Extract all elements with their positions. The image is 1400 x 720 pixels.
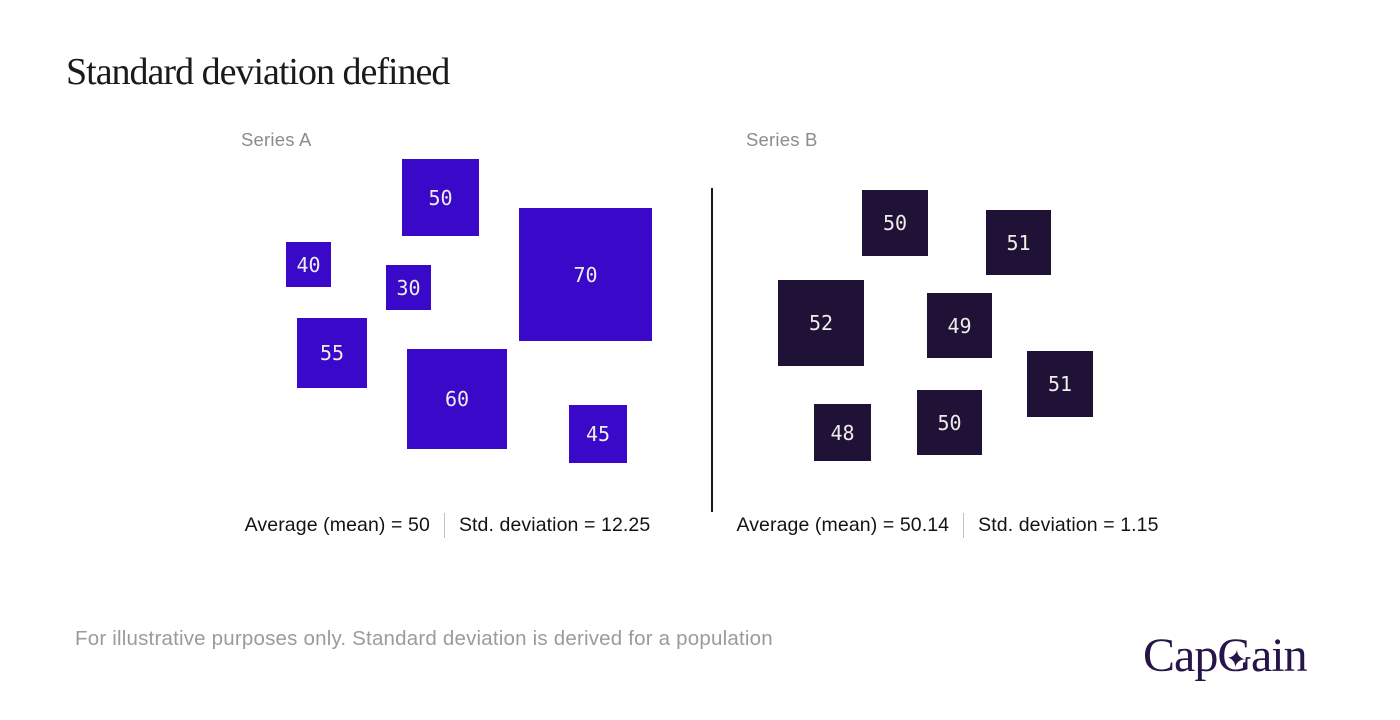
square-value: 48: [830, 420, 855, 445]
data-square-series-a: 50: [402, 159, 479, 236]
data-square-series-b: 51: [1027, 351, 1093, 417]
page-title: Standard deviation defined: [66, 51, 450, 93]
square-value: 55: [319, 341, 345, 365]
series-b-stats: Average (mean) = 50.14 Std. deviation = …: [700, 510, 1195, 540]
square-value: 52: [808, 311, 834, 335]
square-value: 70: [573, 262, 598, 287]
logo-g-char: G: [1217, 629, 1252, 682]
data-square-series-a: 30: [386, 265, 431, 310]
square-value: 50: [428, 185, 453, 210]
stats-divider: [443, 512, 445, 538]
square-value: 49: [947, 313, 972, 338]
series-a-label: Series A: [241, 129, 312, 150]
series-b-mean: Average (mean) = 50.14: [736, 514, 950, 536]
square-value: 50: [882, 211, 908, 235]
data-square-series-b: 50: [917, 390, 982, 455]
data-square-series-b: 52: [778, 280, 864, 366]
series-a-mean: Average (mean) = 50: [244, 514, 430, 536]
series-b-std: Std. deviation = 1.15: [978, 514, 1159, 536]
data-square-series-a: 60: [407, 349, 507, 449]
logo-g: G ✦ ✦: [1217, 629, 1252, 683]
square-value: 51: [1047, 372, 1073, 396]
square-value: 60: [444, 387, 470, 411]
square-value: 40: [296, 252, 321, 277]
data-square-series-b: 49: [927, 293, 992, 358]
square-value: 45: [585, 422, 611, 446]
series-a-stats: Average (mean) = 50 Std. deviation = 12.…: [205, 510, 690, 540]
data-square-series-a: 40: [286, 242, 331, 287]
square-value: 30: [396, 275, 421, 300]
data-square-series-a: 70: [519, 208, 652, 341]
square-value: 50: [937, 410, 962, 435]
square-value: 51: [1006, 230, 1031, 255]
data-square-series-a: 55: [297, 318, 367, 388]
data-square-series-b: 50: [862, 190, 928, 256]
series-b-label: Series B: [746, 129, 818, 150]
data-square-series-b: 48: [814, 404, 871, 461]
logo-text-post: ain: [1251, 629, 1308, 682]
series-a-std: Std. deviation = 12.25: [458, 514, 651, 536]
logo-star-icon: ✦ ✦: [1221, 641, 1251, 678]
footer-disclaimer: For illustrative purposes only. Standard…: [75, 627, 773, 650]
series-divider-line: [711, 188, 713, 512]
stats-divider: [963, 512, 965, 538]
data-square-series-b: 51: [986, 210, 1051, 275]
data-square-series-a: 45: [569, 405, 627, 463]
capgain-logo: Cap G ✦ ✦ ain: [1143, 629, 1308, 683]
logo-text-pre: Cap: [1143, 629, 1218, 682]
